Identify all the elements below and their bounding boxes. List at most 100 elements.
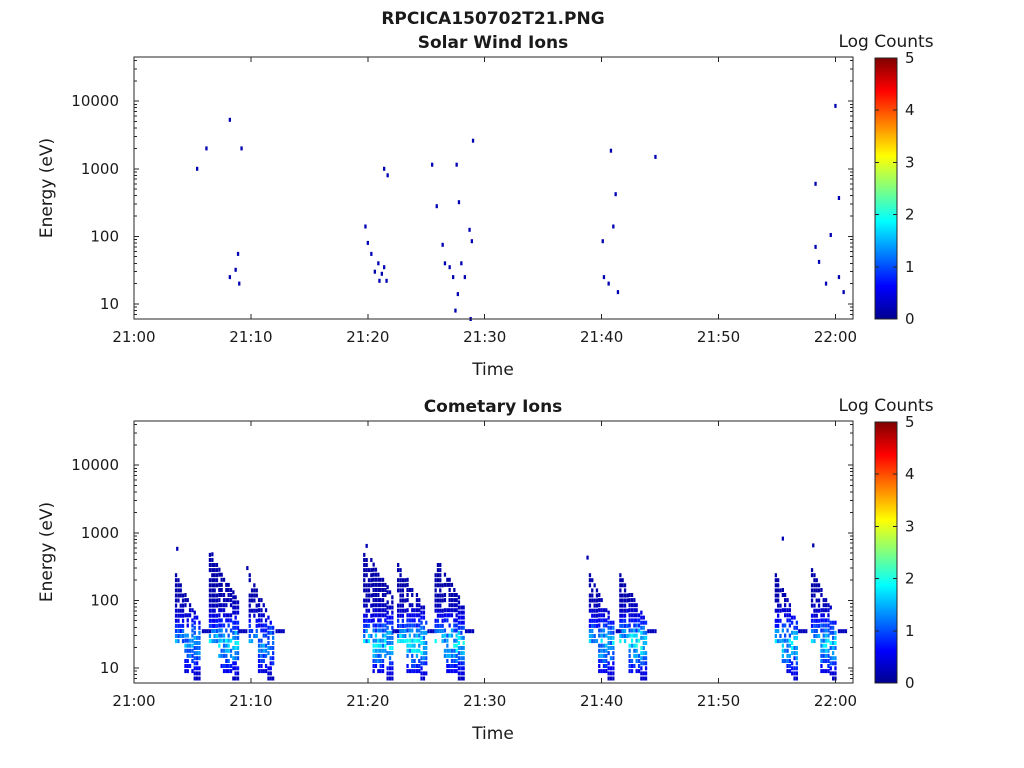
heatmap-cell xyxy=(837,629,841,634)
heatmap-cell xyxy=(236,251,240,256)
heatmap-cell xyxy=(379,618,382,623)
heatmap-cell xyxy=(218,633,221,638)
heatmap-cell xyxy=(191,623,194,628)
heatmap-cell xyxy=(388,661,392,666)
heatmap-cell xyxy=(418,618,421,623)
heatmap-cell xyxy=(598,598,601,603)
heatmap-cell xyxy=(236,641,240,645)
heatmap-cell xyxy=(588,598,592,603)
heatmap-cell xyxy=(250,639,254,644)
heatmap-cell xyxy=(448,598,451,603)
heatmap-cell xyxy=(455,664,458,668)
heatmap-cell xyxy=(450,598,454,603)
heatmap-cell xyxy=(817,598,821,603)
heatmap-cell xyxy=(227,588,230,592)
heatmap-cell xyxy=(188,648,192,653)
heatmap-cell xyxy=(436,563,440,567)
heatmap-cell xyxy=(781,623,784,628)
solar-wind-axes-box xyxy=(133,56,854,320)
heatmap-cell xyxy=(439,583,442,588)
heatmap-cell xyxy=(372,628,375,633)
heatmap-cell xyxy=(234,671,237,676)
heatmap-cell xyxy=(257,608,261,613)
heatmap-cell xyxy=(379,648,382,653)
heatmap-cell xyxy=(372,588,375,592)
heatmap-cell xyxy=(397,613,400,618)
heatmap-cell xyxy=(213,603,216,608)
heatmap-cell xyxy=(269,620,272,625)
heatmap-cell xyxy=(413,643,416,648)
heatmap-cell xyxy=(257,648,261,653)
heatmap-cell xyxy=(434,588,437,593)
heatmap-cell xyxy=(386,641,389,645)
heatmap-cell xyxy=(397,583,400,588)
heatmap-cell xyxy=(229,638,233,643)
heatmap-cell xyxy=(602,618,606,623)
heatmap-cell xyxy=(436,603,440,608)
heatmap-cell xyxy=(628,603,631,608)
heatmap-cell xyxy=(232,676,235,681)
heatmap-cell xyxy=(441,242,444,247)
heatmap-cell xyxy=(788,618,791,623)
heatmap-cell xyxy=(397,608,400,613)
heatmap-cell xyxy=(234,641,237,645)
heatmap-cell xyxy=(630,608,634,613)
heatmap-cell xyxy=(422,625,426,630)
heatmap-cell xyxy=(401,583,404,588)
heatmap-cell xyxy=(621,598,624,603)
heatmap-cell xyxy=(793,666,796,671)
heatmap-cell xyxy=(372,598,375,603)
heatmap-cell xyxy=(236,671,240,676)
heatmap-cell xyxy=(365,629,368,633)
heatmap-cell xyxy=(777,578,780,583)
heatmap-cell xyxy=(193,615,196,620)
heatmap-cell xyxy=(788,623,791,628)
heatmap-cell xyxy=(810,568,814,573)
heatmap-cell xyxy=(788,603,791,608)
heatmap-cell xyxy=(367,623,371,628)
heatmap-cell xyxy=(227,648,230,653)
heatmap-cell xyxy=(820,623,823,628)
heatmap-cell xyxy=(213,598,216,603)
heatmap-cell xyxy=(413,659,416,663)
heatmap-cell xyxy=(267,635,270,640)
xtick-label: 21:30 xyxy=(463,328,506,346)
heatmap-cell xyxy=(186,643,189,648)
heatmap-cell xyxy=(422,661,426,666)
heatmap-cell xyxy=(434,573,437,578)
heatmap-cell xyxy=(802,629,805,634)
heatmap-cell xyxy=(602,628,606,633)
heatmap-cell xyxy=(255,618,258,623)
heatmap-cell xyxy=(181,593,185,598)
heatmap-cell xyxy=(439,629,442,633)
heatmap-cell xyxy=(781,643,784,648)
heatmap-cell xyxy=(174,618,178,623)
heatmap-cell xyxy=(626,634,629,638)
heatmap-cell xyxy=(815,578,818,583)
heatmap-cell xyxy=(401,639,404,644)
heatmap-cell xyxy=(222,598,226,603)
heatmap-cell xyxy=(255,634,258,638)
heatmap-cell xyxy=(415,638,419,643)
heatmap-cell xyxy=(623,603,627,608)
heatmap-cell xyxy=(272,635,275,640)
heatmap-cell xyxy=(408,628,411,633)
heatmap-cell xyxy=(607,651,610,656)
heatmap-cell xyxy=(420,656,423,661)
heatmap-cell xyxy=(813,618,816,623)
heatmap-cell xyxy=(448,653,451,658)
heatmap-cell xyxy=(795,661,798,666)
heatmap-cell xyxy=(434,598,437,603)
heatmap-cell xyxy=(420,666,423,671)
heatmap-cell xyxy=(450,582,454,587)
heatmap-cell xyxy=(370,583,373,588)
heatmap-cell xyxy=(462,651,465,656)
colorbar-tick-label: 5 xyxy=(905,49,915,67)
heatmap-cell xyxy=(179,629,182,633)
heatmap-cell xyxy=(591,613,594,618)
heatmap-cell xyxy=(227,664,230,668)
heatmap-cell xyxy=(619,583,622,588)
heatmap-cell xyxy=(174,629,178,633)
heatmap-cell xyxy=(469,629,472,634)
heatmap-cell xyxy=(242,629,245,634)
